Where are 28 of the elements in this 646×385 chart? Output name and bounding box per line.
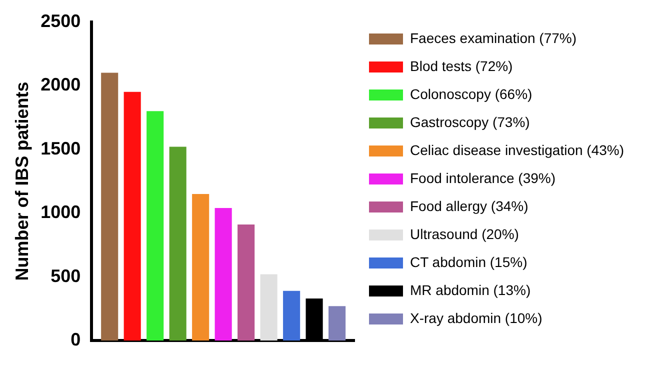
y-tick-label: 1000 — [40, 202, 81, 222]
bar — [169, 146, 186, 341]
y-tick-label: 0 — [70, 330, 81, 350]
y-tick-label: 2500 — [40, 10, 81, 31]
bar — [328, 306, 346, 341]
bar — [146, 111, 164, 341]
bar — [283, 290, 300, 341]
bar — [214, 208, 232, 341]
y-tick-label: 500 — [50, 266, 81, 286]
bar — [101, 72, 118, 341]
legend-label: Gastroscopy (73%) — [410, 114, 530, 130]
legend-label: MR abdomin (13%) — [410, 282, 531, 298]
legend-label: Colonoscopy (66%) — [410, 86, 532, 102]
bar — [260, 274, 278, 341]
y-tick-label: 1500 — [40, 138, 81, 158]
bar — [238, 224, 255, 341]
legend-label: Food allergy (34%) — [410, 198, 528, 214]
y-axis-title: Number of IBS patients — [12, 82, 32, 281]
legend-label: X-ray abdomin (10%) — [410, 310, 542, 326]
bar — [124, 92, 141, 341]
legend-label: Food intolerance (39%) — [410, 170, 556, 186]
legend-label: Faeces examination (77%) — [410, 30, 577, 46]
legend-label: Blod tests (72%) — [410, 58, 513, 74]
y-tick-label: 2000 — [40, 74, 81, 95]
legend-label: CT abdomin (15%) — [410, 254, 528, 270]
legend-label: Celiac disease investigation (43%) — [410, 142, 624, 158]
legend-label: Ultrasound (20%) — [410, 226, 519, 242]
bar — [192, 194, 210, 341]
